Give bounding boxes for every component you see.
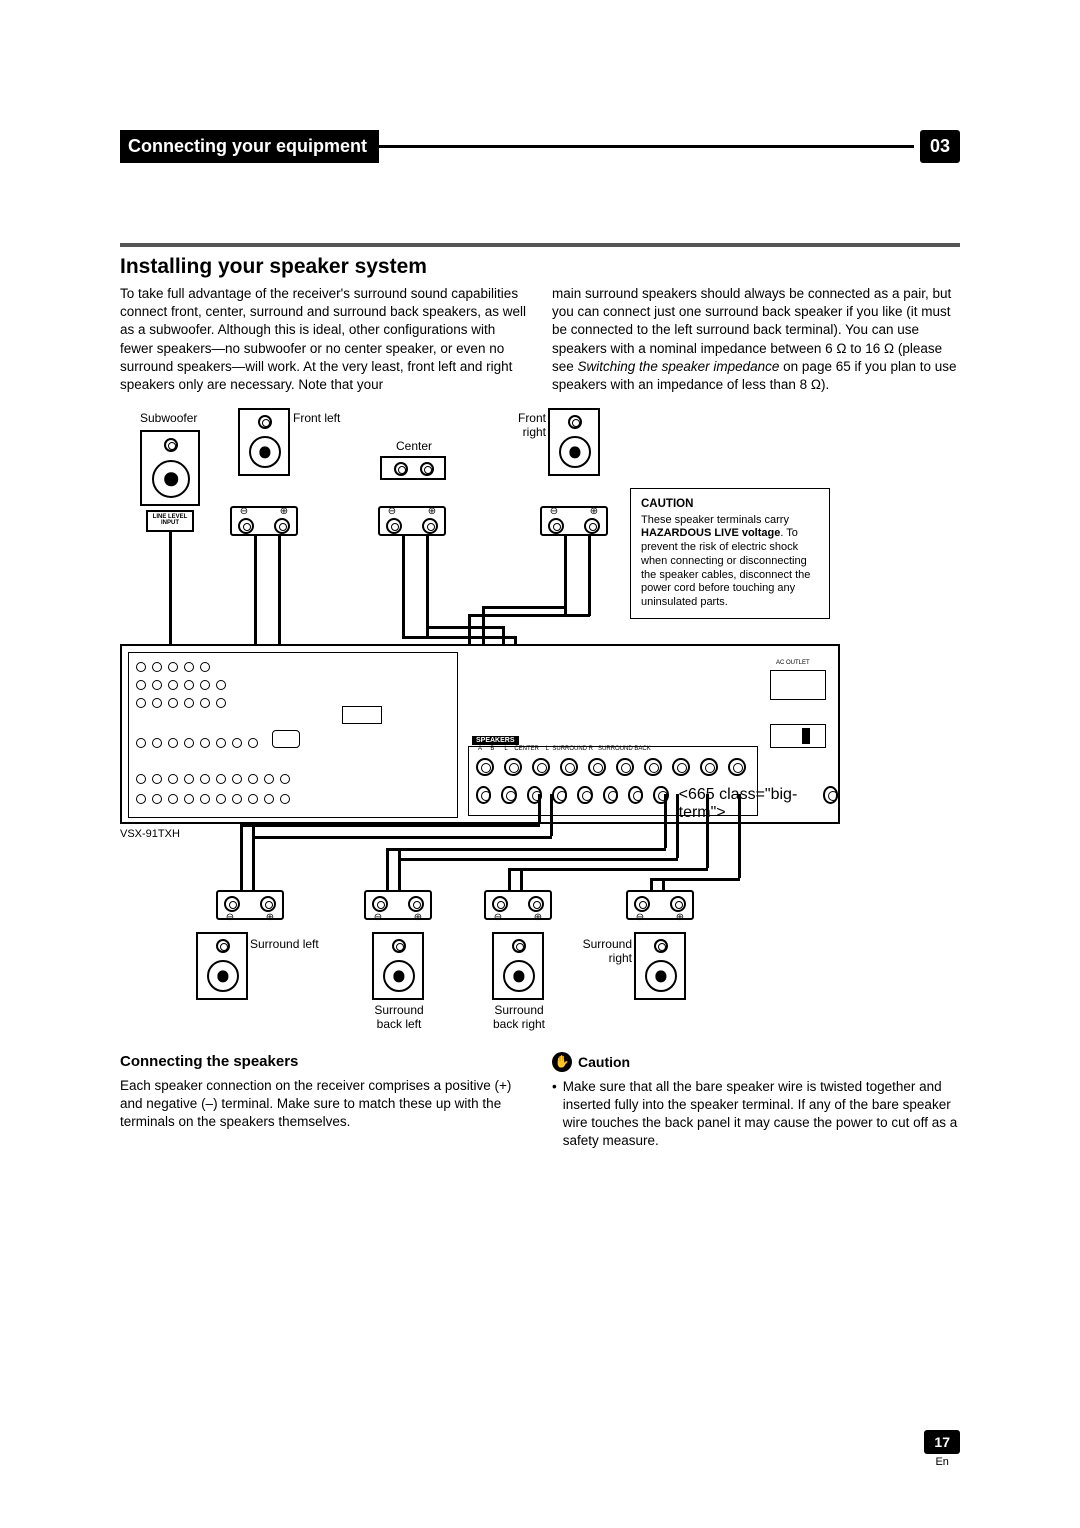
intro-left: To take full advantage of the receiver's… xyxy=(120,285,528,394)
label-surround-left: Surround left xyxy=(250,938,319,951)
page-lang: En xyxy=(924,1456,960,1468)
subsec1-title: Connecting the speakers xyxy=(120,1052,528,1072)
terminal-surround-left: ⊖ ⊕ xyxy=(216,890,284,920)
caution2-text: Make sure that all the bare speaker wire… xyxy=(563,1078,960,1151)
label-front-right: Front right xyxy=(498,412,546,438)
label-surround-back-left: Surround back left xyxy=(364,1004,434,1030)
accent-rule xyxy=(120,243,960,247)
intro-right: main surround speakers should always be … xyxy=(552,285,960,394)
chapter-number: 03 xyxy=(920,130,960,163)
bullet-dot: • xyxy=(552,1078,557,1151)
label-front-left: Front left xyxy=(293,412,340,425)
col-caution: Caution • Make sure that all the bare sp… xyxy=(552,1052,960,1150)
label-subwoofer: Subwoofer xyxy=(140,412,197,425)
speaker-front-left xyxy=(238,408,290,476)
chapter-rule xyxy=(379,145,914,148)
hand-icon xyxy=(552,1052,572,1072)
speaker-center xyxy=(380,456,446,480)
subwoofer-input-label: LINE LEVEL INPUT xyxy=(146,510,194,532)
col-connecting-speakers: Connecting the speakers Each speaker con… xyxy=(120,1052,528,1150)
terminal-surround-back-left: ⊖ ⊕ xyxy=(364,890,432,920)
caution-box-line2: . To prevent the risk of electric shock … xyxy=(641,527,810,608)
caution2-heading: Caution xyxy=(578,1053,630,1072)
page-number: 17 xyxy=(924,1430,960,1454)
terminal-front-right: ⊖ ⊕ xyxy=(540,506,608,536)
terminal-surround-right: ⊖ ⊕ xyxy=(626,890,694,920)
caution2-heading-row: Caution xyxy=(552,1052,630,1072)
bottom-columns: Connecting the speakers Each speaker con… xyxy=(120,1052,960,1150)
label-surround-back-right: Surround back right xyxy=(482,1004,556,1030)
speaker-subwoofer xyxy=(140,430,200,506)
speaker-diagram: Subwoofer LINE LEVEL INPUT Front left ⊖ … xyxy=(120,408,960,1038)
speaker-surround-left xyxy=(196,932,248,1000)
terminal-center: ⊖ ⊕ xyxy=(378,506,446,536)
page-badge: 17 En xyxy=(924,1430,960,1468)
intro-columns: To take full advantage of the receiver's… xyxy=(120,285,960,394)
caution2-bullet: • Make sure that all the bare speaker wi… xyxy=(552,1078,960,1151)
speaker-surround-right xyxy=(634,932,686,1000)
receiver-model-label: VSX-91TXH xyxy=(120,828,180,840)
caution-box: CAUTION These speaker terminals carry HA… xyxy=(630,488,830,619)
caution-box-line1: These speaker terminals carry xyxy=(641,514,789,526)
caution-box-bold: HAZARDOUS LIVE voltage xyxy=(641,527,780,539)
section-heading: Installing your speaker system xyxy=(120,255,960,279)
receiver-back-panel: SPEAKERS <665 class="big-term"> A B L CE… xyxy=(120,644,840,824)
terminal-front-left: ⊖ ⊕ xyxy=(230,506,298,536)
chapter-header: Connecting your equipment 03 xyxy=(120,130,960,163)
intro-right-italic: Switching the speaker impedance xyxy=(578,359,780,374)
terminal-surround-back-right: ⊖ ⊕ xyxy=(484,890,552,920)
speaker-surround-back-right xyxy=(492,932,544,1000)
subsec1-body: Each speaker connection on the receiver … xyxy=(120,1077,528,1132)
caution-box-heading: CAUTION xyxy=(641,497,819,511)
speaker-front-right xyxy=(548,408,600,476)
speaker-surround-back-left xyxy=(372,932,424,1000)
chapter-title: Connecting your equipment xyxy=(120,130,379,163)
label-center: Center xyxy=(396,440,432,453)
label-surround-right: Surround right xyxy=(568,938,632,964)
